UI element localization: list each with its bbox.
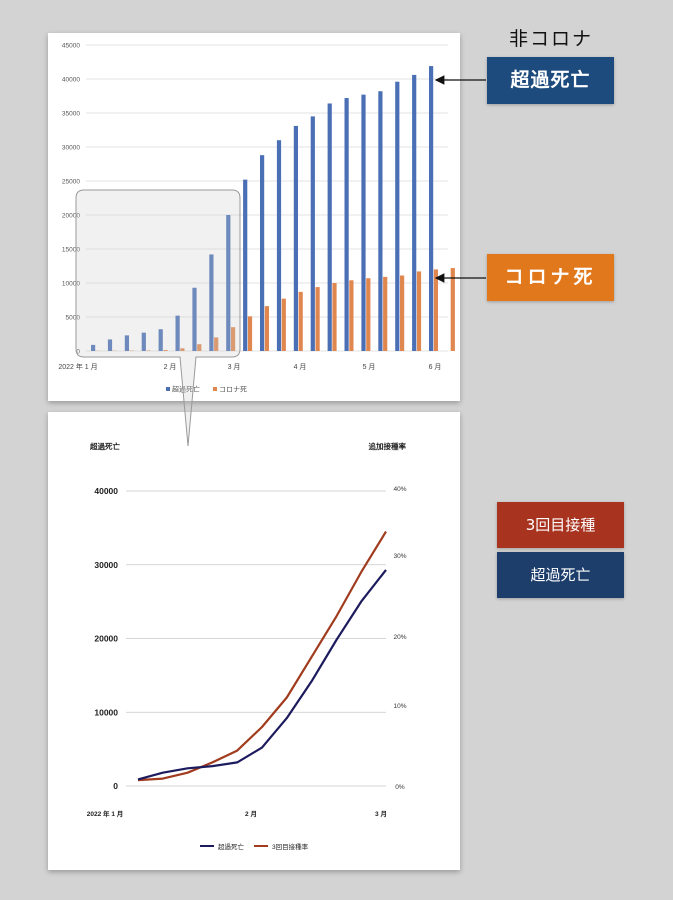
- y-tick-label: 0: [76, 349, 80, 356]
- covid-death-bar: [315, 287, 320, 351]
- legend-label-excess: 超過死亡: [172, 385, 200, 394]
- left-y-tick-label: 10000: [94, 707, 118, 717]
- right-y-tick-label: 10%: [393, 703, 406, 710]
- x-tick-label: 2022 年 1 月: [58, 362, 97, 371]
- excess-death-bar: [429, 66, 434, 351]
- covid-death-bar: [231, 327, 236, 351]
- x-tick-label: 2022 年 1 月: [87, 809, 124, 818]
- bar-chart: 0 5000 10000 15000 20000 25000 30000 35000 40000…: [58, 43, 455, 394]
- legend-label-excess: 超過死亡: [218, 842, 245, 851]
- excess-death-bar: [175, 315, 180, 351]
- covid-death-bar: [214, 337, 219, 351]
- excess-death-bar: [158, 329, 163, 351]
- excess-death-bar: [344, 98, 349, 351]
- excess-death-bar: [310, 116, 315, 352]
- y-tick-label: 35000: [62, 111, 80, 118]
- x-tick-label: 2 月: [164, 363, 177, 371]
- x-tick-label: 4 月: [294, 363, 307, 371]
- covid-death-bar: [450, 268, 455, 351]
- right-y-tick-label: 40%: [393, 486, 406, 493]
- y-tick-label: 25000: [62, 179, 80, 186]
- non-corona-heading: 非コロナ: [508, 28, 593, 50]
- covid-death-bar: [247, 316, 253, 351]
- covid-death-bar: [197, 344, 202, 351]
- right-y-tick-label: 20%: [393, 634, 406, 641]
- excess-death-bar: [395, 81, 400, 351]
- left-y-tick-label: 0: [113, 781, 118, 791]
- excess-death-bar: [293, 125, 298, 351]
- covid-death-bar: [332, 283, 337, 351]
- covid-death-bar: [416, 271, 422, 351]
- covid-death-bar: [349, 280, 354, 351]
- excess-death-bar: [361, 94, 366, 351]
- x-tick-label: 3 月: [228, 363, 241, 371]
- x-tick-label: 3 月: [375, 810, 387, 818]
- covid-death-bar: [433, 269, 438, 351]
- legend-swatch-excess: [166, 387, 170, 391]
- y-tick-label: 30000: [62, 145, 80, 152]
- x-tick-label: 6 月: [429, 363, 442, 371]
- covid-death-bar: [146, 350, 151, 351]
- excess-death-bar: [412, 74, 417, 352]
- right-y-tick-label: 30%: [393, 553, 406, 560]
- left-y-tick-label: 40000: [94, 486, 118, 496]
- excess-death-label-box: 超過死亡: [487, 57, 614, 104]
- excess-death-bar: [243, 179, 248, 351]
- excess-death-bar: [226, 215, 231, 351]
- left-y-tick-label: 30000: [94, 560, 118, 570]
- excess-death-label-box-2: 超過死亡: [497, 552, 624, 598]
- y-tick-label: 10000: [62, 281, 80, 288]
- excess-death-bar: [107, 339, 113, 351]
- excess-death-bar: [327, 103, 332, 351]
- left-axis-title: 超過死亡: [89, 441, 120, 451]
- covid-death-bar: [281, 298, 286, 351]
- covid-death-bar: [180, 348, 185, 351]
- legend-label-booster: 3回目接種率: [272, 842, 309, 851]
- excess-death-bar: [378, 91, 383, 352]
- excess-death-bar: [124, 335, 129, 351]
- right-y-tick-label: 0%: [395, 784, 405, 791]
- y-tick-label: 15000: [62, 247, 80, 254]
- right-axis-title: 追加接種率: [369, 441, 407, 451]
- covid-death-bar: [383, 276, 388, 351]
- covid-death-bar: [163, 349, 168, 351]
- covid-death-bar: [400, 275, 405, 351]
- excess-death-line: [137, 569, 387, 781]
- bar-chart-panel: 0 5000 10000 15000 20000 25000 30000 35000 40000…: [48, 33, 460, 401]
- x-tick-label: 5 月: [363, 363, 376, 371]
- left-y-tick-label: 20000: [94, 634, 118, 644]
- legend-swatch-covid: [213, 387, 217, 391]
- excess-death-bar: [276, 140, 282, 351]
- covid-death-bar: [264, 306, 269, 351]
- y-tick-label: 45000: [62, 43, 80, 50]
- y-tick-label: 20000: [62, 213, 80, 220]
- y-tick-label: 5000: [66, 315, 81, 322]
- covid-death-label-box: コロナ死: [487, 254, 614, 301]
- covid-death-bar: [298, 291, 303, 351]
- line-chart-panel: 超過死亡 追加接種率 0 10000 20000 30000 40000 0% 10% 20% 30…: [48, 412, 460, 870]
- legend-label-covid: コロナ死: [219, 386, 247, 394]
- covid-death-bar: [366, 278, 371, 351]
- excess-death-bar: [141, 332, 146, 351]
- line-chart: 超過死亡 追加接種率 0 10000 20000 30000 40000 0% 10% 20% 30…: [87, 441, 407, 851]
- booster-rate-line: [137, 531, 387, 782]
- booster-label-box: 3回目接種: [497, 502, 624, 548]
- excess-death-bar: [260, 155, 265, 351]
- excess-death-bar: [192, 287, 197, 351]
- y-tick-label: 40000: [62, 77, 80, 84]
- x-tick-label: 2 月: [245, 810, 257, 818]
- excess-death-bar: [91, 344, 96, 351]
- excess-death-bar: [209, 254, 214, 351]
